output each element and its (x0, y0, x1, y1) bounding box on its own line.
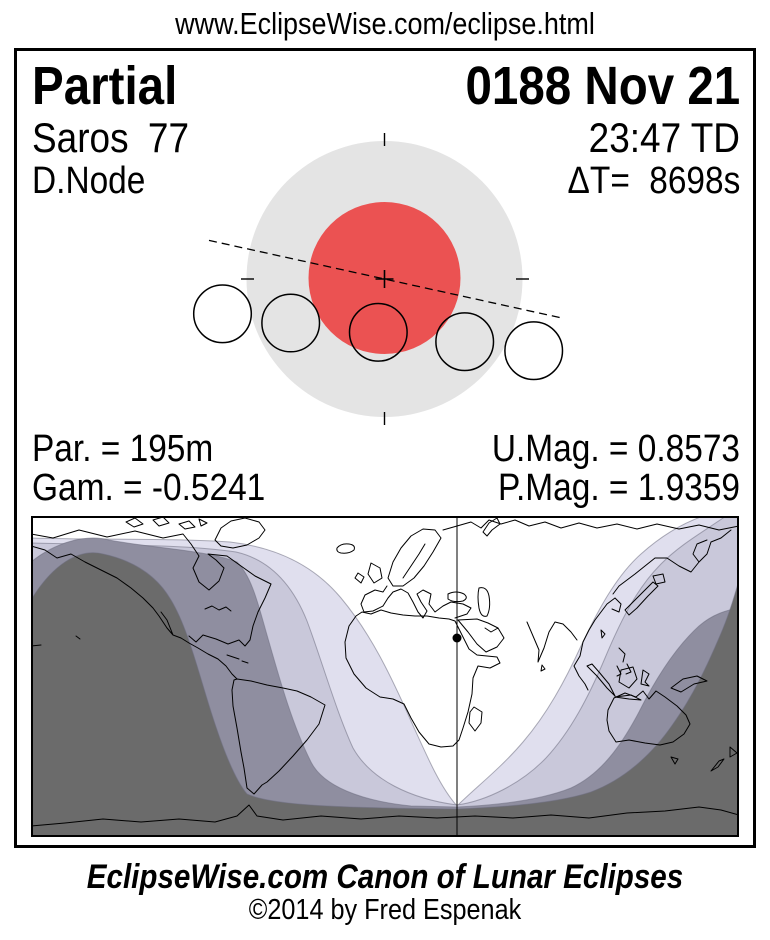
stat-gamma: Gam. = -0.5241 (32, 467, 266, 509)
moon-circle-u1 (261, 293, 321, 353)
caribbean-islands (226, 654, 249, 664)
node-label: D.Node (32, 160, 146, 202)
moon-circle-p1 (192, 284, 253, 344)
saros-label: Saros (32, 114, 129, 161)
japan (624, 573, 666, 616)
great-lakes (204, 605, 232, 612)
moon-contact-circles (192, 284, 564, 381)
ecliptic-dashed-line (208, 239, 561, 319)
moon-circle-u4 (435, 312, 495, 372)
philippines (616, 647, 632, 677)
zone-dark (31, 552, 739, 837)
stat-parallax: Par. = 195m (32, 428, 214, 470)
moon-circle-greatest (348, 302, 408, 362)
new-zealand (710, 746, 738, 772)
british-isles (354, 562, 383, 584)
footer-copyright: ©2014 by Fred Espenak (248, 894, 522, 926)
eclipse-type-label: Partial (32, 56, 178, 116)
africa (344, 609, 501, 748)
antarctica-coast (31, 804, 739, 827)
madagascar (468, 706, 483, 732)
coast-south-america (231, 678, 326, 795)
saros-line: Saros 77 (32, 114, 189, 162)
iceland (336, 543, 355, 554)
eclipse-date: 0188 Nov 21 (465, 56, 740, 116)
footer-canon-title: EclipseWise.com Canon of Lunar Eclipses (86, 858, 684, 896)
black-sea (447, 591, 467, 603)
main-border-box (14, 48, 756, 848)
penumbra-tick-marks (241, 133, 529, 425)
eclipse-geometry-diagram (192, 133, 564, 425)
moon-circle-p4 (504, 321, 564, 381)
map-border (31, 516, 739, 837)
visibility-world-map (31, 516, 739, 837)
delta-t-value: 8698s (648, 160, 740, 202)
new-guinea (670, 675, 708, 693)
shadow-center-cross-icon (375, 270, 394, 288)
taiwan (600, 629, 606, 639)
australia (606, 690, 691, 746)
hawaii (75, 635, 81, 640)
world-coastlines (31, 516, 739, 827)
coast-east-asia (573, 529, 732, 691)
sumatra-java-borneo (586, 663, 650, 701)
novaya-zemlya (482, 517, 501, 537)
india-sri-lanka (526, 621, 578, 672)
delta-t-label: ΔT= (567, 160, 630, 202)
coast-north-america-west (31, 545, 238, 680)
stat-penumbral-magnitude: P.Mag. = 1.9359 (497, 467, 740, 509)
eclipse-time: 23:47 TD (588, 114, 740, 161)
tasmania (670, 756, 679, 765)
visibility-zones (31, 516, 739, 837)
page-title-url: www.EclipseWise.com/eclipse.html (175, 6, 595, 41)
europe-mediterranean (360, 585, 472, 619)
scandinavia (387, 528, 442, 587)
arctic-islands (125, 516, 208, 530)
greatest-eclipse-point-icon (452, 633, 462, 643)
greenland (214, 517, 266, 549)
delta-t-line: ΔT= 8698s (567, 160, 740, 203)
saros-value: 77 (147, 114, 190, 161)
coast-north-russia (442, 519, 739, 531)
stat-umbral-magnitude: U.Mag. = 0.8573 (491, 428, 740, 470)
coast-north-america-arctic-east (31, 529, 272, 647)
arabia (457, 618, 505, 653)
caspian-sea (477, 587, 491, 617)
